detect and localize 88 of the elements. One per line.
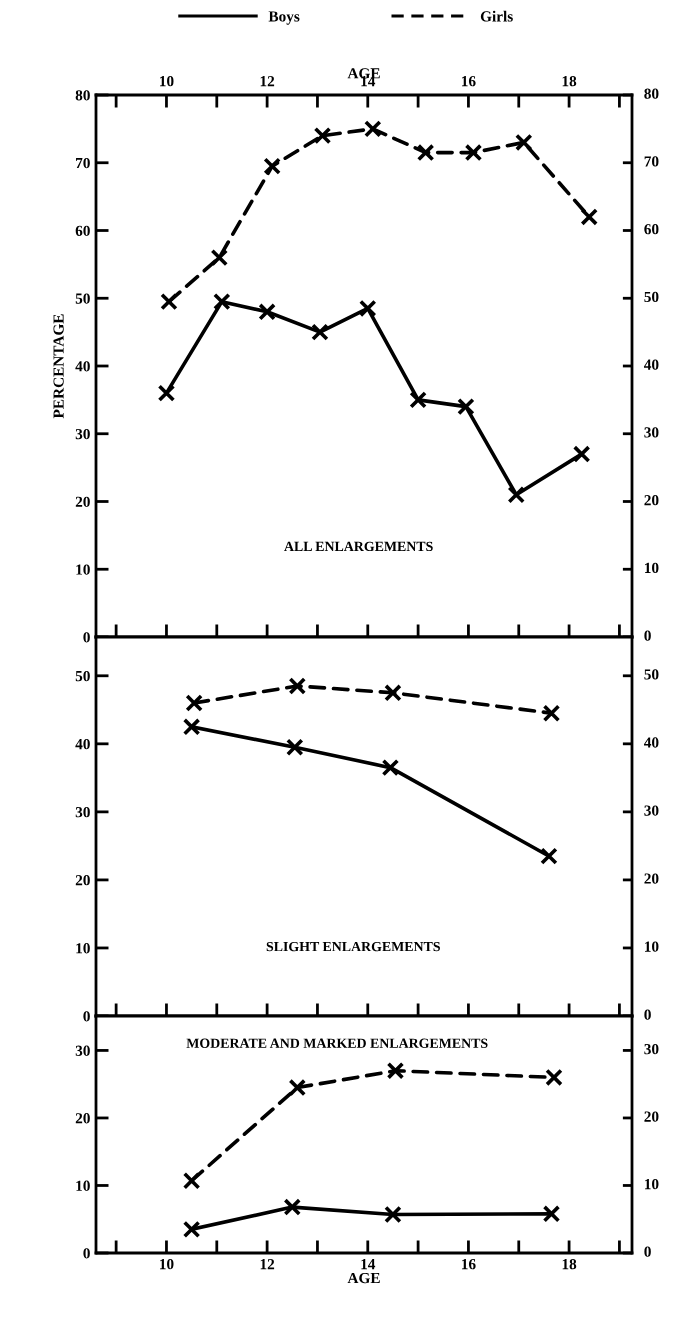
- point: [545, 1068, 563, 1087]
- y2-tick-label: 20: [644, 873, 659, 884]
- point: [384, 684, 402, 702]
- point: [464, 143, 483, 162]
- annotation: SLIGHT ENLARGEMENTS: [266, 941, 440, 952]
- y-tick-label: 50: [75, 293, 90, 304]
- point: [283, 1198, 302, 1216]
- y-tick-label: 0: [83, 1248, 90, 1259]
- y2-tick-label: 40: [644, 359, 659, 370]
- point: [409, 391, 427, 409]
- y-tick-label: 0: [83, 632, 90, 643]
- point: [384, 1205, 402, 1224]
- x-tick-label: 14: [361, 1259, 376, 1270]
- y2-tick-label: 10: [645, 1178, 659, 1190]
- y-tick-label: 70: [76, 157, 90, 169]
- y-tick-label: 40: [75, 738, 90, 750]
- point: [288, 1078, 307, 1097]
- x-axis-title: AGE: [347, 1272, 380, 1284]
- point: [381, 758, 400, 777]
- x-tick-label: 16: [462, 1259, 476, 1270]
- y2-tick-label: 30: [644, 1043, 659, 1055]
- point: [185, 694, 203, 712]
- point: [359, 299, 377, 318]
- y2-tick-label: 50: [644, 669, 659, 680]
- point: [210, 248, 229, 267]
- y-tick-label: 50: [75, 670, 90, 682]
- point: [386, 1061, 405, 1080]
- point: [542, 1205, 561, 1223]
- point: [457, 397, 475, 416]
- y2-tick-label: 60: [644, 224, 659, 235]
- point: [288, 677, 307, 695]
- point: [182, 718, 201, 736]
- y2-tick-label: 0: [644, 630, 651, 641]
- annotation: MODERATE AND MARKED ENLARGEMENTS: [186, 1038, 488, 1048]
- x-tick-label: 18: [562, 1259, 577, 1270]
- y-tick-label: 10: [76, 943, 90, 954]
- y-tick-label: 30: [75, 428, 90, 440]
- y-tick-label: 30: [75, 1045, 90, 1056]
- y2-tick-label: 20: [644, 1111, 659, 1122]
- point: [507, 485, 525, 504]
- point: [416, 143, 435, 162]
- y2-tick-label: 50: [644, 291, 659, 303]
- y2-tick-label: 10: [645, 941, 659, 952]
- y2-tick-label: 0: [644, 1009, 651, 1020]
- annotation: ALL ENLARGEMENTS: [284, 541, 433, 552]
- x-tick-label: 10: [160, 76, 174, 87]
- point: [580, 208, 598, 226]
- y-tick-label: 80: [75, 90, 90, 101]
- x-tick-label: 16: [462, 76, 476, 87]
- y-tick-label: 30: [75, 807, 90, 818]
- y-tick-label: 20: [75, 875, 90, 886]
- y2-tick-label: 40: [644, 737, 659, 748]
- point: [157, 384, 176, 402]
- point: [182, 1172, 201, 1190]
- x-tick-label: 10: [160, 1259, 174, 1270]
- point: [213, 292, 231, 311]
- legend-label: Girls: [480, 10, 513, 22]
- x-tick-label: 12: [260, 1259, 275, 1270]
- point: [263, 157, 281, 175]
- point: [258, 303, 276, 321]
- y-tick-label: 0: [83, 1011, 90, 1022]
- y2-tick-label: 20: [644, 495, 659, 506]
- y-tick-label: 40: [75, 361, 90, 372]
- legend-label: Boys: [268, 11, 300, 25]
- y-tick-label: 60: [75, 225, 90, 236]
- point: [311, 323, 329, 341]
- x-tick-label: 12: [260, 76, 275, 87]
- point: [286, 738, 304, 756]
- point: [572, 445, 591, 463]
- y2-tick-label: 30: [644, 427, 659, 438]
- point: [182, 1220, 201, 1239]
- y-tick-label: 20: [75, 496, 90, 507]
- point: [160, 292, 178, 311]
- y-axis-title: PERCENTAGE: [53, 314, 64, 419]
- point: [313, 126, 332, 145]
- y2-tick-label: 70: [644, 156, 659, 167]
- x-tick-label: 18: [562, 76, 577, 87]
- y2-tick-label: 10: [645, 562, 659, 574]
- y2-tick-label: 30: [644, 805, 659, 816]
- point: [540, 847, 558, 865]
- y2-tick-label: 80: [644, 88, 659, 99]
- y-tick-label: 10: [76, 1180, 90, 1191]
- y2-tick-label: 0: [644, 1246, 651, 1257]
- point: [364, 120, 382, 138]
- point: [542, 704, 561, 722]
- y-tick-label: 20: [75, 1113, 90, 1124]
- y-tick-label: 10: [76, 564, 90, 575]
- point: [515, 133, 533, 152]
